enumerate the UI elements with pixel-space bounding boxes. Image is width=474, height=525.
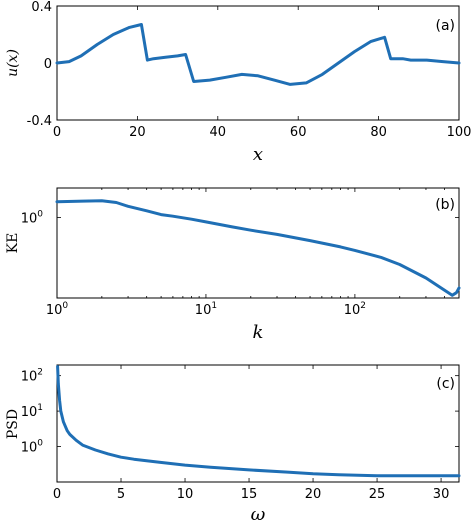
panel-b-xlabel: k <box>253 322 264 343</box>
y-tick-label: 0.4 <box>31 0 52 15</box>
x-tick-label: 100 <box>46 301 69 318</box>
panel-a-ylabel: u(x) <box>5 49 21 77</box>
y-tick-exponent: 0 <box>37 209 43 219</box>
panel-a-xlabel: x <box>253 144 263 165</box>
y-tick-label: 102 <box>21 368 43 385</box>
x-tick-exponent: 2 <box>360 301 366 311</box>
x-tick-label: 100 <box>447 125 472 140</box>
y-tick-label: -0.4 <box>27 114 52 129</box>
panel-b-series-line <box>55 199 461 297</box>
panel-c-series-line <box>56 365 461 478</box>
x-tick-exponent: 1 <box>211 301 217 311</box>
x-tick-label: 40 <box>210 125 227 140</box>
x-tick-label: 20 <box>305 487 322 502</box>
y-tick-label: 0 <box>44 57 52 72</box>
x-tick-label: 60 <box>290 125 307 140</box>
panel-c-frame <box>56 364 460 483</box>
x-tick-label: 15 <box>241 487 258 502</box>
x-tick-label: 0 <box>53 487 61 502</box>
panel-a-label: (a) <box>435 18 455 34</box>
x-tick-label: 5 <box>117 487 125 502</box>
x-tick-label: 102 <box>344 301 366 318</box>
y-tick-label: 100 <box>21 209 44 226</box>
panel-b-frame <box>56 187 460 299</box>
y-tick-exponent: 2 <box>37 368 43 378</box>
x-tick-label: 10 <box>177 487 194 502</box>
x-tick-label: 20 <box>129 125 146 140</box>
panel-c-label: (c) <box>436 376 455 392</box>
panel-c-ylabel: PSD <box>5 409 21 439</box>
x-tick-label: 101 <box>195 301 217 318</box>
x-tick-label: 30 <box>433 487 450 502</box>
y-tick-exponent: 0 <box>37 439 43 449</box>
panel-a-ticks: 0 20 40 60 80 100-0.400.4 <box>27 0 472 140</box>
y-tick-label: 101 <box>21 403 43 420</box>
x-tick-label: 25 <box>369 487 386 502</box>
y-tick-exponent: 1 <box>37 403 43 413</box>
panel-c-xlabel: ω <box>251 504 266 525</box>
y-tick-label: 100 <box>21 439 44 456</box>
x-tick-label: 0 <box>53 125 61 140</box>
panel-b-label: (b) <box>435 197 455 213</box>
panel-b-ylabel: KE <box>5 233 21 254</box>
panel-a-frame <box>56 5 460 121</box>
x-tick-label: 80 <box>370 125 387 140</box>
panel-a: 0 20 40 60 80 100-0.400.4 (a) x u(x) <box>5 0 471 165</box>
x-tick-exponent: 0 <box>62 301 68 311</box>
panel-a-series-line <box>55 23 461 86</box>
